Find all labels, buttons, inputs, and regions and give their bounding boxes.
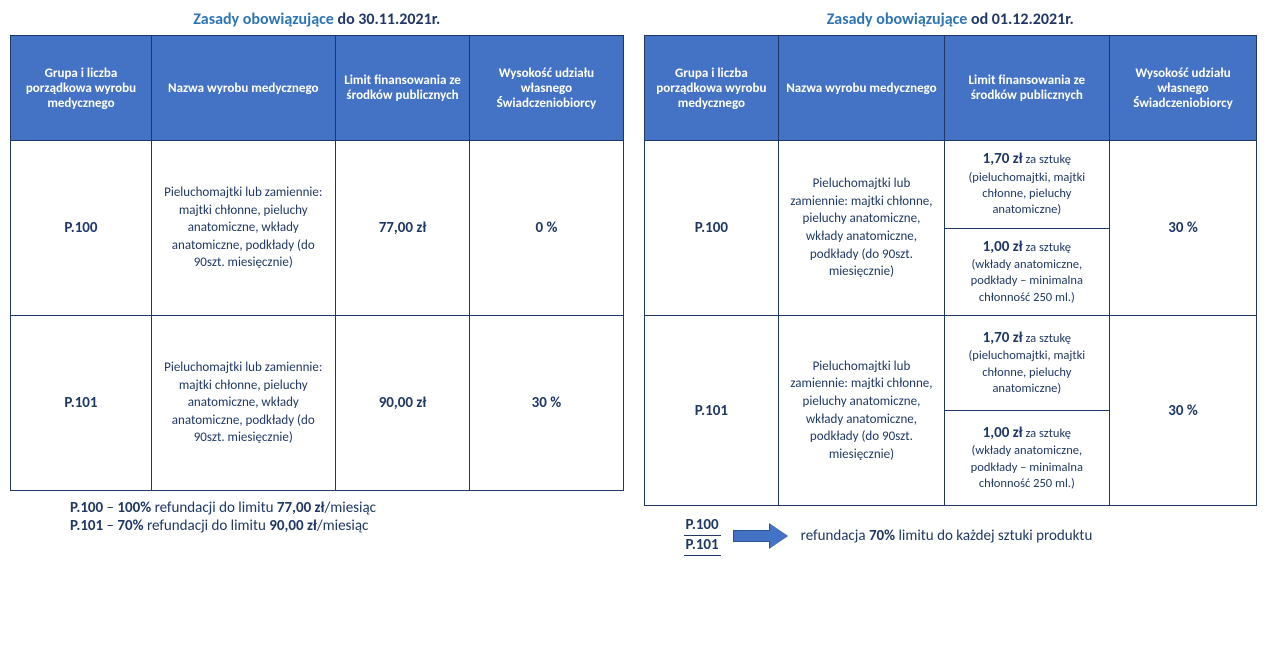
- cell-limit: 1,70 zł za sztukę (pieluchomajtki, majtk…: [944, 141, 1109, 229]
- footer-pct: 100%: [117, 499, 151, 517]
- limit-amount: 1,70 zł: [983, 150, 1023, 168]
- footer-text: refundacji do limitu: [144, 517, 270, 535]
- footer-line: P.101 – 70% refundacji do limitu 90,00 z…: [70, 517, 624, 535]
- footer-text: refundacja: [801, 527, 869, 545]
- footer-line: P.100 – 100% refundacji do limitu 77,00 …: [70, 499, 624, 517]
- limit-desc: (wkłady anatomiczne, podkłady – minimaln…: [971, 257, 1083, 305]
- cell-name: Pieluchomajtki lub zamiennie: majtki chł…: [779, 316, 944, 506]
- col-header: Nazwa wyrobu medycznego: [151, 36, 335, 141]
- limit-unit: za sztukę: [1023, 426, 1071, 441]
- cell-name: Pieluchomajtki lub zamiennie: majtki chł…: [779, 141, 944, 316]
- col-header: Grupa i liczba porządkowa wyrobu medyczn…: [11, 36, 152, 141]
- table-row: P.100 Pieluchomajtki lub zamiennie: majt…: [644, 141, 1257, 229]
- right-title: Zasady obowiązujące od 01.12.2021r.: [644, 10, 1258, 29]
- footer-amt: 77,00 zł: [277, 499, 325, 517]
- limit-amount: 1,00 zł: [983, 424, 1023, 442]
- col-header: Wysokość udziału własnego Świadczeniobio…: [470, 36, 623, 141]
- cell-limit: 90,00 zł: [335, 316, 470, 491]
- footer-amt: 90,00 zł: [269, 517, 317, 535]
- cell-share: 0 %: [470, 141, 623, 316]
- limit-unit: za sztukę: [1023, 240, 1071, 255]
- footer-pct: 70%: [117, 517, 143, 535]
- limit-amount: 1,70 zł: [983, 329, 1023, 347]
- limit-desc: (wkłady anatomiczne, podkłady – minimaln…: [971, 443, 1083, 491]
- col-header: Limit finansowania ze środków publicznyc…: [335, 36, 470, 141]
- col-header: Nazwa wyrobu medycznego: [779, 36, 944, 141]
- limit-unit: za sztukę: [1023, 152, 1071, 167]
- footer-text: –: [103, 517, 117, 535]
- table-header-row: Grupa i liczba porządkowa wyrobu medyczn…: [644, 36, 1257, 141]
- limit-desc: (pieluchomajtki, majtki chłonne, pieluch…: [968, 348, 1085, 396]
- cell-name: Pieluchomajtki lub zamiennie: majtki chł…: [151, 316, 335, 491]
- footer-code: P.100: [70, 499, 103, 517]
- col-header: Limit finansowania ze środków publicznyc…: [944, 36, 1109, 141]
- left-panel: Zasady obowiązujące do 30.11.2021r. Grup…: [10, 10, 624, 535]
- cell-code: P.101: [644, 316, 779, 506]
- right-footer: P.100 P.101 refundacja 70% limitu do każ…: [644, 516, 1258, 556]
- limit-unit: za sztukę: [1023, 331, 1071, 346]
- right-title-suffix: od 01.12.2021r.: [967, 10, 1073, 29]
- cell-code: P.100: [11, 141, 152, 316]
- left-footer: P.100 – 100% refundacji do limitu 77,00 …: [10, 499, 624, 535]
- table-row: P.101 Pieluchomajtki lub zamiennie: majt…: [644, 316, 1257, 411]
- footer-text: /miesiąc: [317, 517, 369, 535]
- cell-limit: 1,70 zł za sztukę (pieluchomajtki, majtk…: [944, 316, 1109, 411]
- cell-name: Pieluchomajtki lub zamiennie: majtki chł…: [151, 141, 335, 316]
- footer-code: P.100: [684, 516, 721, 536]
- cell-limit: 77,00 zł: [335, 141, 470, 316]
- right-panel: Zasady obowiązujące od 01.12.2021r. Grup…: [644, 10, 1258, 556]
- table-row: P.101 Pieluchomajtki lub zamiennie: majt…: [11, 316, 624, 491]
- footer-text: –: [103, 499, 117, 517]
- left-title-prefix: Zasady obowiązujące: [193, 10, 334, 29]
- limit-amount: 1,00 zł: [983, 238, 1023, 256]
- cell-limit: 1,00 zł za sztukę (wkłady anatomiczne, p…: [944, 228, 1109, 316]
- footer-pct: 70%: [869, 527, 895, 545]
- table-header-row: Grupa i liczba porządkowa wyrobu medyczn…: [11, 36, 624, 141]
- left-title-suffix: do 30.11.2021r.: [334, 10, 440, 29]
- footer-code: P.101: [684, 536, 721, 556]
- footer-refund-text: refundacja 70% limitu do każdej sztuki p…: [801, 527, 1093, 545]
- cell-share: 30 %: [470, 316, 623, 491]
- right-title-prefix: Zasady obowiązujące: [827, 10, 968, 29]
- comparison-wrapper: Zasady obowiązujące do 30.11.2021r. Grup…: [10, 10, 1257, 556]
- left-title: Zasady obowiązujące do 30.11.2021r.: [10, 10, 624, 29]
- footer-codes: P.100 P.101: [684, 516, 721, 556]
- arrow-right-icon: [733, 524, 789, 548]
- left-table: Grupa i liczba porządkowa wyrobu medyczn…: [10, 35, 624, 491]
- cell-limit: 1,00 zł za sztukę (wkłady anatomiczne, p…: [944, 411, 1109, 506]
- cell-code: P.101: [11, 316, 152, 491]
- footer-text: /miesiąc: [324, 499, 376, 517]
- cell-share: 30 %: [1110, 316, 1257, 506]
- limit-desc: (pieluchomajtki, majtki chłonne, pieluch…: [968, 170, 1085, 218]
- table-row: P.100 Pieluchomajtki lub zamiennie: majt…: [11, 141, 624, 316]
- footer-text: limitu do każdej sztuki produktu: [895, 527, 1092, 545]
- footer-text: refundacji do limitu: [151, 499, 277, 517]
- footer-code: P.101: [70, 517, 103, 535]
- cell-share: 30 %: [1110, 141, 1257, 316]
- col-header: Wysokość udziału własnego Świadczeniobio…: [1110, 36, 1257, 141]
- cell-code: P.100: [644, 141, 779, 316]
- right-table: Grupa i liczba porządkowa wyrobu medyczn…: [644, 35, 1258, 506]
- col-header: Grupa i liczba porządkowa wyrobu medyczn…: [644, 36, 779, 141]
